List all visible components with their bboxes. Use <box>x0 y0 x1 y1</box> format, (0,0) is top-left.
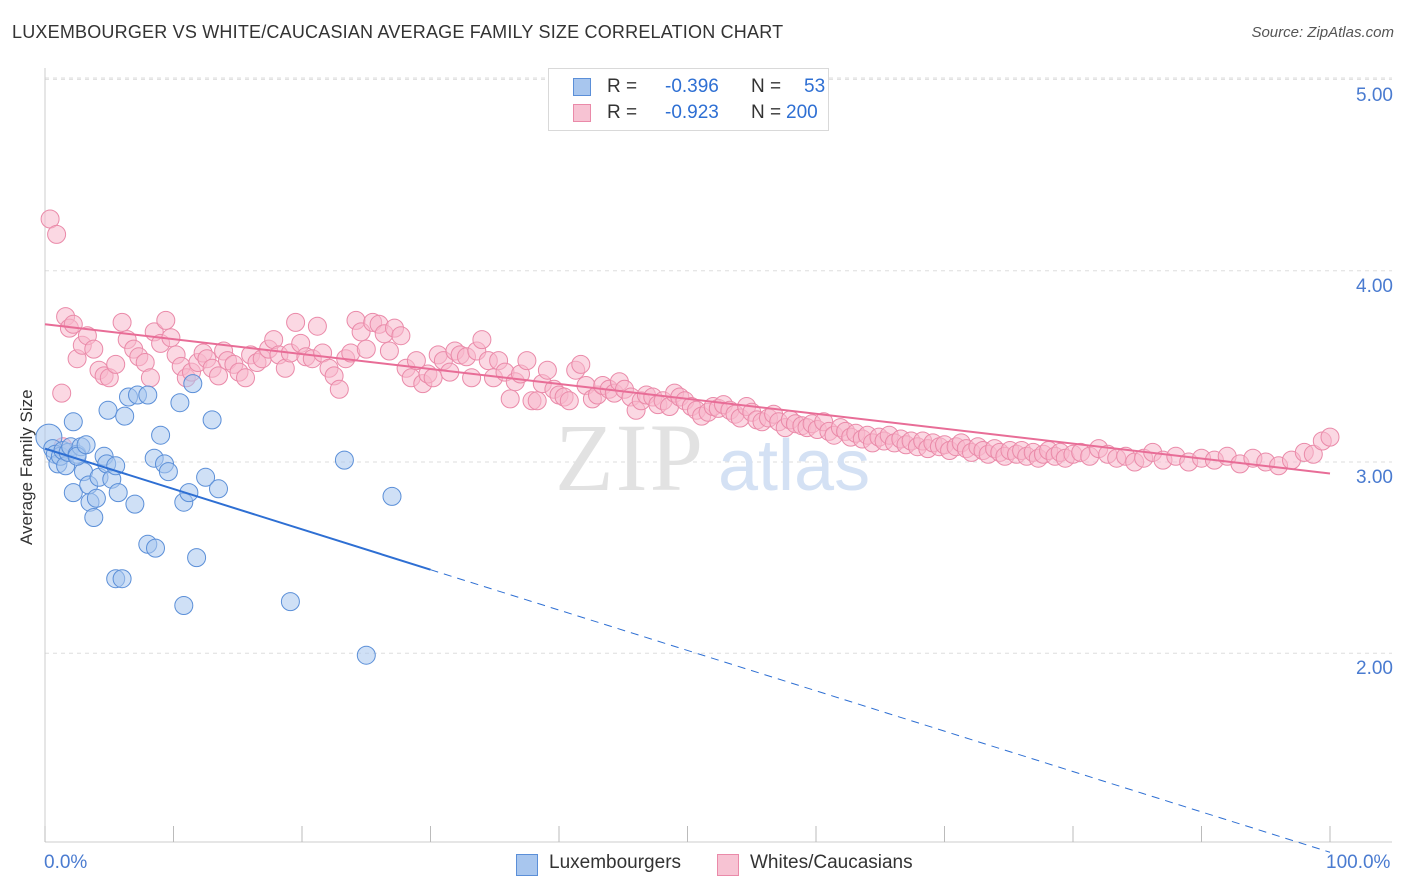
chart-title: LUXEMBOURGER VS WHITE/CAUCASIAN AVERAGE … <box>12 22 784 42</box>
data-point-whites-caucasians <box>47 224 67 244</box>
data-point-whites-caucasians <box>329 379 349 399</box>
data-point-whites-caucasians <box>379 341 399 361</box>
data-point-whites-caucasians <box>112 312 132 332</box>
data-point-luxembourgers <box>151 425 171 445</box>
data-point-luxembourgers <box>98 400 118 420</box>
data-point-luxembourgers <box>84 508 104 527</box>
data-point-whites-caucasians <box>209 366 228 386</box>
data-point-whites-caucasians <box>527 391 547 411</box>
data-point-luxembourgers <box>115 406 135 426</box>
data-point-whites-caucasians <box>571 354 591 374</box>
data-point-whites-caucasians <box>462 368 482 388</box>
bottom-legend-swatch-blue <box>516 854 538 876</box>
data-point-whites-caucasians <box>106 354 126 374</box>
data-point-luxembourgers <box>356 645 376 665</box>
data-point-luxembourgers <box>76 435 96 455</box>
y-tick-label: 5.00 <box>1356 85 1393 106</box>
data-point-luxembourgers <box>86 488 106 508</box>
data-point-whites-caucasians <box>537 360 557 380</box>
data-point-luxembourgers <box>382 486 402 506</box>
legend-r-label: R = <box>607 102 638 123</box>
legend-swatch-pink <box>573 104 591 122</box>
legend-n-value: 200 <box>786 102 818 123</box>
legend-swatch-blue <box>573 78 591 96</box>
bottom-legend-label: Whites/Caucasians <box>750 852 913 873</box>
gridlines <box>45 77 1392 654</box>
watermark-zip: ZIP <box>555 404 705 511</box>
data-point-luxembourgers <box>202 410 222 430</box>
data-point-luxembourgers <box>158 462 178 482</box>
data-point-luxembourgers <box>196 467 216 487</box>
data-point-luxembourgers <box>174 596 194 615</box>
data-point-whites-caucasians <box>391 326 411 346</box>
data-point-luxembourgers <box>125 494 145 514</box>
data-point-luxembourgers <box>209 479 228 499</box>
legend-r-value: -0.923 <box>665 102 719 123</box>
bottom-legend-swatch-pink <box>717 854 739 876</box>
data-point-whites-caucasians <box>472 330 492 350</box>
legend-r-value: -0.396 <box>665 76 719 97</box>
data-point-whites-caucasians <box>500 389 520 409</box>
trend-line-luxembourgers <box>44 447 431 571</box>
legend-n-label: N = <box>751 102 782 123</box>
trend-line-whites-caucasians <box>44 323 1331 475</box>
data-point-whites-caucasians <box>140 368 160 388</box>
data-point-luxembourgers <box>183 374 203 394</box>
y-tick-label: 4.00 <box>1356 276 1393 297</box>
data-point-whites-caucasians <box>236 368 255 388</box>
data-point-luxembourgers <box>334 450 354 470</box>
data-point-whites-caucasians <box>423 368 443 388</box>
y-tick-label: 2.00 <box>1356 658 1393 679</box>
axes <box>44 68 1392 843</box>
data-point-luxembourgers <box>146 538 165 558</box>
data-point-whites-caucasians <box>356 339 376 359</box>
data-point-whites-caucasians <box>517 351 537 371</box>
data-point-luxembourgers <box>63 412 83 432</box>
data-point-whites-caucasians <box>84 339 104 359</box>
data-point-whites-caucasians <box>52 383 72 403</box>
data-point-luxembourgers <box>138 385 158 405</box>
legend-n-label: N = <box>751 76 782 97</box>
source-label: Source: ZipAtlas.com <box>1251 24 1394 41</box>
data-point-luxembourgers <box>108 483 128 503</box>
data-point-whites-caucasians <box>559 391 579 411</box>
y-tick-label: 3.00 <box>1356 467 1393 488</box>
trend-lines <box>44 323 1331 853</box>
x-tick-label: 0.0% <box>44 852 88 873</box>
data-point-whites-caucasians <box>1303 444 1323 464</box>
legend-r-label: R = <box>607 76 638 97</box>
data-point-luxembourgers <box>170 393 190 413</box>
data-point-whites-caucasians <box>286 312 306 332</box>
y-axis-label: Average Family Size <box>17 389 36 545</box>
data-point-luxembourgers <box>63 483 83 503</box>
data-point-luxembourgers <box>187 548 207 568</box>
data-point-luxembourgers <box>280 592 300 612</box>
data-point-whites-caucasians <box>406 351 426 371</box>
series-whites-caucasians <box>40 209 1340 476</box>
legend: R = -0.396 N = 53 R = -0.923 N = 200 <box>548 68 829 131</box>
data-point-whites-caucasians <box>156 310 176 330</box>
x-tick-label: 100.0% <box>1326 852 1391 873</box>
bottom-legend-label: Luxembourgers <box>549 852 682 873</box>
legend-n-value: 53 <box>804 76 826 97</box>
trend-line-luxembourgers-extrapolated <box>430 569 1331 853</box>
data-point-whites-caucasians <box>307 316 327 336</box>
data-point-luxembourgers <box>179 483 199 503</box>
data-point-whites-caucasians <box>1320 427 1340 447</box>
data-point-luxembourgers <box>112 569 132 589</box>
series-luxembourgers <box>35 374 402 665</box>
